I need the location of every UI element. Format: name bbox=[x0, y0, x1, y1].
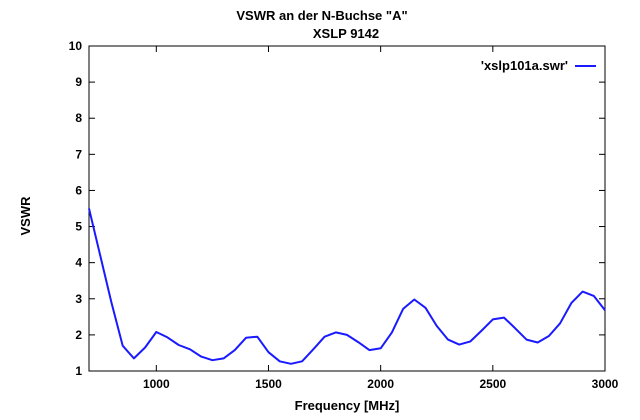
series-layer bbox=[88, 208, 606, 365]
y-tick-label: 10 bbox=[69, 39, 83, 53]
x-axis: 1000 1500 2000 2500 3000 bbox=[143, 46, 619, 391]
x-tick-label: 3000 bbox=[592, 377, 619, 391]
legend-label: 'xslp101a.swr' bbox=[481, 58, 568, 73]
y-tick-label: 4 bbox=[75, 256, 82, 270]
y-tick-label: 2 bbox=[75, 328, 82, 342]
y-tick-label: 6 bbox=[75, 183, 82, 197]
y-tick-label: 8 bbox=[75, 111, 82, 125]
x-tick-label: 2500 bbox=[479, 377, 506, 391]
x-axis-label: Frequency [MHz] bbox=[295, 398, 400, 413]
chart-subtitle: XSLP 9142 bbox=[313, 26, 379, 41]
x-tick-label: 2000 bbox=[367, 377, 394, 391]
legend: 'xslp101a.swr' bbox=[481, 58, 596, 73]
y-tick-label: 9 bbox=[75, 75, 82, 89]
x-tick-label: 1000 bbox=[143, 377, 170, 391]
y-axis-label: VSWR bbox=[18, 196, 33, 236]
plot-area-frame bbox=[88, 45, 606, 372]
y-tick-label: 3 bbox=[75, 292, 82, 306]
x-tick-label: 1500 bbox=[255, 377, 282, 391]
y-tick-label: 7 bbox=[75, 147, 82, 161]
chart-title: VSWR an der N-Buchse "A" bbox=[236, 8, 407, 23]
series-line-xslp101a bbox=[88, 208, 606, 365]
y-tick-label: 1 bbox=[75, 364, 82, 378]
y-axis: 1 2 3 4 5 6 7 8 9 10 bbox=[69, 39, 605, 378]
y-tick-label: 5 bbox=[75, 220, 82, 234]
